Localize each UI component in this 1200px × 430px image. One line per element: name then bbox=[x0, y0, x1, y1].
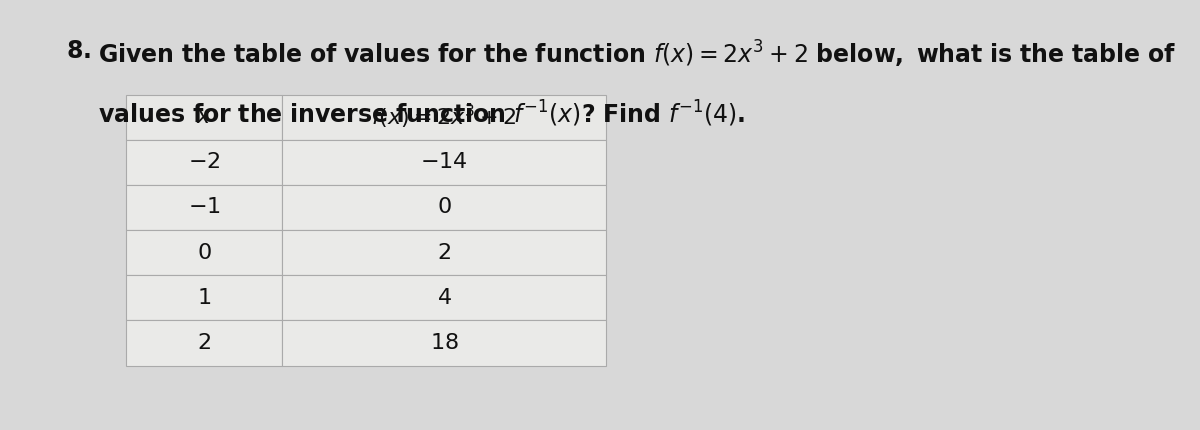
Text: $-14$: $-14$ bbox=[420, 152, 468, 172]
Text: $18$: $18$ bbox=[430, 333, 458, 353]
Text: $\mathbf{8.}$: $\mathbf{8.}$ bbox=[66, 39, 91, 63]
Text: $\mathbf{values\ for\ the\ inverse\ function}$$\ f^{-1}(x)\mathbf{?}\ $$\mathbf{: $\mathbf{values\ for\ the\ inverse\ func… bbox=[98, 99, 745, 129]
Text: $1$: $1$ bbox=[197, 288, 211, 308]
Text: $0$: $0$ bbox=[197, 243, 211, 263]
Text: $-1$: $-1$ bbox=[187, 197, 221, 218]
Text: $2$: $2$ bbox=[197, 333, 211, 353]
Text: $x$: $x$ bbox=[196, 107, 212, 127]
Text: $f(x) = 2x^3 + 2$: $f(x) = 2x^3 + 2$ bbox=[371, 103, 517, 131]
Text: $\mathbf{Given\ the\ table\ of\ values\ for\ the\ function}$$\ f(x) = 2x^3 + 2\ : $\mathbf{Given\ the\ table\ of\ values\ … bbox=[98, 39, 1176, 70]
Text: $-2$: $-2$ bbox=[187, 152, 221, 172]
Text: $0$: $0$ bbox=[437, 197, 451, 218]
Text: $2$: $2$ bbox=[437, 243, 451, 263]
Text: $4$: $4$ bbox=[437, 288, 451, 308]
